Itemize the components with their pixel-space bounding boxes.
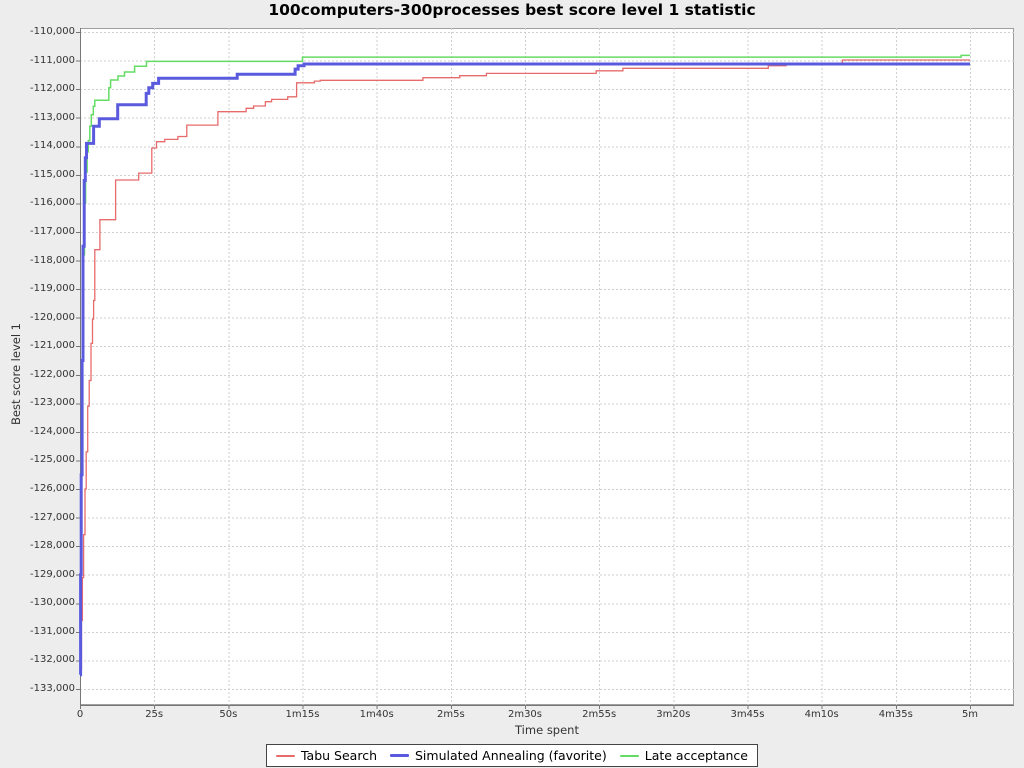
chart-title: 100computers-300processes best score lev… xyxy=(268,1,756,19)
y-tick-label: -119,000 xyxy=(30,283,75,295)
best-score-line-chart xyxy=(76,28,1014,709)
y-tick-label: -127,000 xyxy=(30,511,75,523)
legend-line-swatch xyxy=(275,754,295,757)
series-line-tabu-search xyxy=(80,59,970,670)
y-axis-title: Best score level 1 xyxy=(9,323,23,425)
x-tick-label: 0 xyxy=(76,709,84,720)
y-tick-label: -111,000 xyxy=(30,54,75,66)
y-tick-label: -130,000 xyxy=(30,597,75,609)
series-line-simulated-annealing-favorite xyxy=(79,62,970,677)
x-tick-label: 3m45s xyxy=(730,709,765,720)
legend-label: Late acceptance xyxy=(644,748,748,763)
x-tick-label: 3m20s xyxy=(656,709,691,720)
legend-row: Tabu Search Simulated Annealing (favorite… xyxy=(0,744,1024,767)
y-tick-label: -124,000 xyxy=(30,425,75,437)
y-tick-label: -121,000 xyxy=(30,340,75,352)
y-tick-label: -132,000 xyxy=(30,654,75,666)
x-axis-title: Time spent xyxy=(515,723,579,737)
x-tick-label: 1m40s xyxy=(359,709,394,720)
x-tick-label: 50s xyxy=(219,709,238,720)
x-tick-label: 2m30s xyxy=(507,709,543,720)
legend-label: Simulated Annealing (favorite) xyxy=(415,748,607,763)
x-tick-label: 2m5s xyxy=(436,709,465,720)
y-tick-label: -114,000 xyxy=(30,140,75,152)
y-tick-label: -123,000 xyxy=(30,397,75,409)
x-tick-label: 1m15s xyxy=(285,709,320,720)
legend-item-simulated-annealing-favorite: Simulated Annealing (favorite) xyxy=(390,748,607,763)
x-tick-label: 5m xyxy=(961,709,979,720)
y-tick-label: -131,000 xyxy=(30,625,75,637)
y-tick-label: -125,000 xyxy=(30,454,75,466)
legend-item-tabu-search: Tabu Search xyxy=(275,748,377,763)
y-tick-label: -118,000 xyxy=(30,254,75,266)
x-tick-label: 2m55s xyxy=(582,709,617,720)
legend-item-late-acceptance: Late acceptance xyxy=(619,748,748,763)
y-tick-label: -122,000 xyxy=(30,368,75,380)
y-tick-label: -110,000 xyxy=(30,26,75,37)
y-tick-label: -116,000 xyxy=(30,197,75,209)
gridlines xyxy=(80,28,1014,705)
y-tick-label: -126,000 xyxy=(30,483,75,495)
y-tick-label: -115,000 xyxy=(30,168,75,180)
legend-line-swatch xyxy=(390,754,409,757)
y-tick-label: -129,000 xyxy=(30,568,75,580)
y-tick-label: -120,000 xyxy=(30,311,75,323)
y-tick-label: -133,000 xyxy=(30,683,75,694)
legend-label: Tabu Search xyxy=(300,748,377,763)
y-tick-label: -113,000 xyxy=(30,111,75,123)
y-tick-label: -112,000 xyxy=(30,83,75,95)
legend-line-swatch xyxy=(619,754,639,757)
plot-area xyxy=(80,28,1014,705)
legend-box: Tabu Search Simulated Annealing (favorite… xyxy=(265,744,758,767)
x-tick-label: 4m35s xyxy=(878,709,913,720)
x-tick-label: 25s xyxy=(145,709,164,720)
y-tick-label: -117,000 xyxy=(30,225,75,237)
y-tick-label: -128,000 xyxy=(30,540,75,552)
x-tick-label: 4m10s xyxy=(804,709,839,720)
